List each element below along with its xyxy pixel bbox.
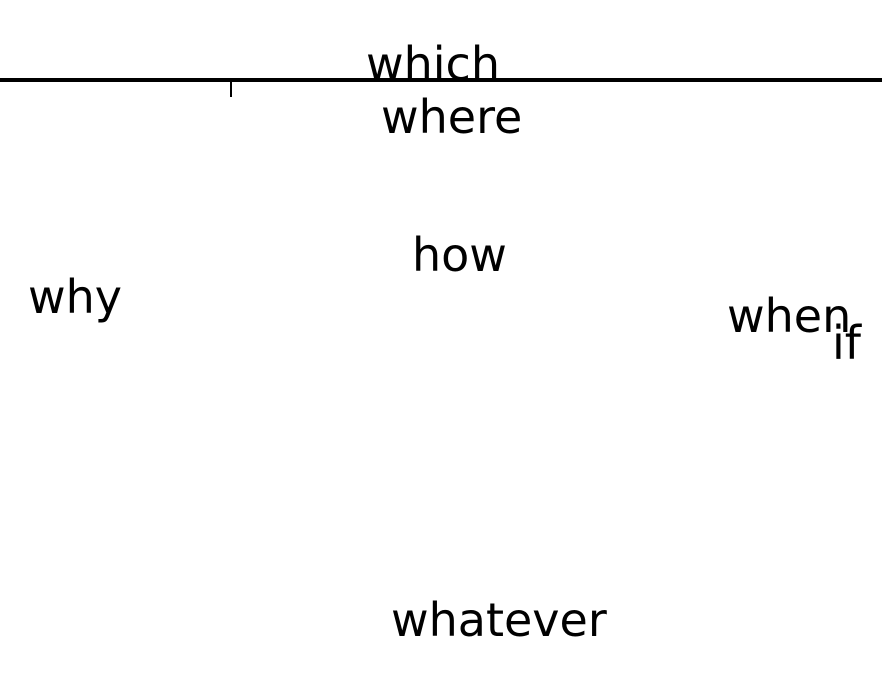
word-how: how [412, 228, 507, 282]
word-when: when [727, 289, 852, 343]
word-which: which [366, 37, 501, 91]
word-whatever: whatever [391, 593, 607, 647]
word-where: where [381, 90, 523, 144]
word-if: if [832, 316, 861, 370]
word-why: why [28, 270, 122, 324]
horizontal-rule [0, 78, 882, 82]
rule-tick-mark [230, 80, 232, 97]
